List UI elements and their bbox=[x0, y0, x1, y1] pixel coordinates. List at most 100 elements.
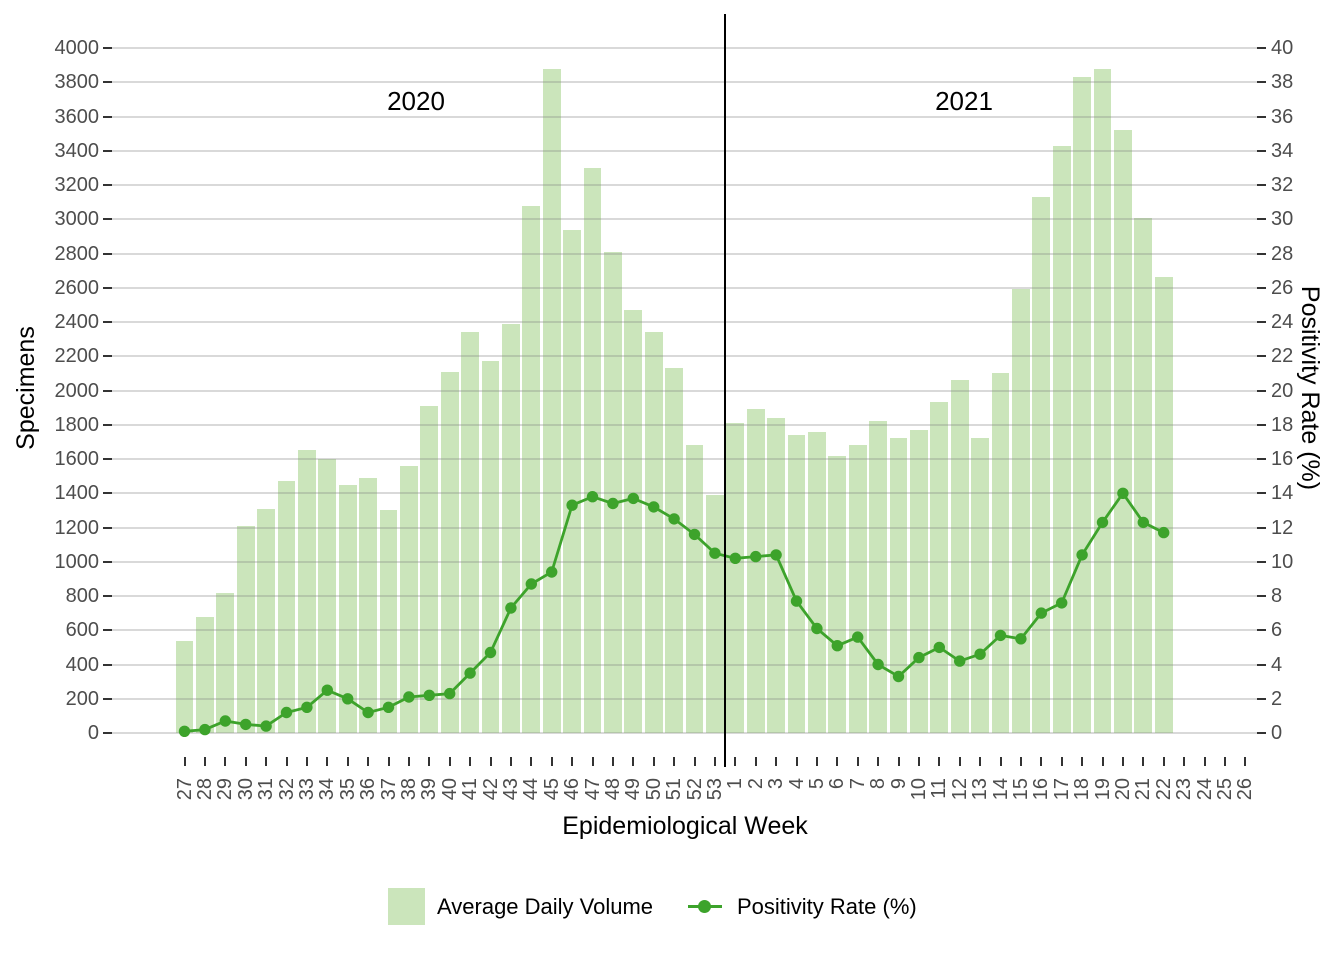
volume-bar bbox=[910, 429, 928, 733]
y-left-axis-title: Specimens bbox=[12, 326, 40, 450]
x-tick bbox=[346, 757, 349, 766]
y-right-tick bbox=[1257, 732, 1266, 734]
x-tick-label: 39 bbox=[418, 778, 441, 801]
x-tick-label: 4 bbox=[785, 778, 808, 790]
x-tick-label: 14 bbox=[989, 778, 1012, 801]
h-gridline bbox=[112, 595, 1257, 597]
x-tick-label: 20 bbox=[1111, 778, 1134, 801]
h-gridline bbox=[112, 697, 1257, 700]
x-tick bbox=[489, 757, 492, 766]
x-tick bbox=[1081, 757, 1084, 766]
y-left-tick bbox=[103, 629, 112, 632]
legend-label-volume: Average Daily Volume bbox=[437, 894, 654, 919]
y-right-tick-label: 38 bbox=[1271, 71, 1294, 94]
volume-bar bbox=[1052, 145, 1071, 733]
h-gridline bbox=[112, 732, 1257, 734]
y-left-tick bbox=[103, 697, 112, 700]
x-tick-label: 36 bbox=[357, 778, 380, 801]
x-tick bbox=[1203, 757, 1206, 766]
x-tick-label: 31 bbox=[255, 778, 278, 801]
x-tick bbox=[571, 757, 574, 766]
h-gridline bbox=[112, 149, 1257, 152]
x-tick-label: 23 bbox=[1173, 778, 1196, 801]
y-left-tick-label: 3400 bbox=[54, 139, 100, 162]
volume-bar bbox=[1093, 68, 1112, 733]
x-tick bbox=[611, 757, 614, 766]
year-annotation-2020: 2020 bbox=[387, 86, 445, 116]
y-left-tick bbox=[103, 732, 112, 734]
y-right-tick bbox=[1257, 560, 1266, 563]
volume-bar bbox=[175, 640, 194, 733]
y-left-tick bbox=[103, 560, 112, 563]
x-tick bbox=[509, 757, 512, 766]
x-tick bbox=[734, 757, 737, 766]
x-tick-label: 52 bbox=[683, 778, 706, 801]
x-tick bbox=[1121, 757, 1124, 766]
volume-bar bbox=[787, 435, 806, 733]
x-tick-label: 22 bbox=[1152, 778, 1175, 801]
y-left-tick-label: 1800 bbox=[54, 413, 100, 436]
volume-bar bbox=[767, 417, 785, 733]
y-right-tick-label: 10 bbox=[1271, 550, 1294, 573]
y-left-tick-label: 800 bbox=[65, 585, 99, 607]
y-left-tick bbox=[103, 286, 112, 289]
x-tick-label: 50 bbox=[642, 778, 665, 801]
y-right-tick-label: 14 bbox=[1271, 482, 1294, 505]
y-right-tick bbox=[1257, 184, 1266, 186]
x-tick bbox=[1040, 757, 1043, 766]
x-tick-label: 16 bbox=[1030, 778, 1053, 801]
x-tick-label: 7 bbox=[846, 778, 869, 790]
y-left-tick bbox=[103, 423, 112, 426]
y-right-tick bbox=[1257, 492, 1266, 495]
x-tick-label: 27 bbox=[173, 778, 196, 801]
y-left-tick-label: 2600 bbox=[54, 276, 100, 299]
y-right-tick bbox=[1257, 355, 1266, 358]
volume-bar bbox=[400, 465, 418, 733]
h-gridline bbox=[112, 81, 1257, 84]
x-tick bbox=[979, 757, 982, 766]
x-tick bbox=[958, 757, 961, 766]
h-gridline bbox=[112, 492, 1257, 495]
volume-bar bbox=[542, 68, 561, 733]
y-right-tick bbox=[1257, 697, 1266, 700]
x-tick-label: 10 bbox=[907, 778, 930, 801]
x-tick-label: 38 bbox=[397, 778, 420, 801]
y-right-tick-label: 8 bbox=[1271, 585, 1283, 607]
volume-bar bbox=[277, 481, 296, 733]
y-right-tick-label: 22 bbox=[1271, 345, 1294, 368]
x-tick-label: 46 bbox=[561, 778, 584, 801]
x-tick-label: 17 bbox=[1050, 778, 1073, 801]
volume-bar bbox=[1032, 196, 1051, 733]
y-left-tick-label: 4000 bbox=[54, 37, 100, 59]
x-tick-label: 24 bbox=[1193, 778, 1216, 801]
y-right-tick bbox=[1257, 663, 1266, 666]
x-tick bbox=[591, 757, 594, 766]
x-tick bbox=[407, 757, 410, 766]
y-left-tick-label: 1200 bbox=[54, 516, 100, 539]
x-tick bbox=[836, 757, 839, 766]
x-tick-label: 28 bbox=[193, 778, 216, 801]
x-tick bbox=[938, 757, 941, 766]
x-tick-label: 18 bbox=[1071, 778, 1094, 801]
x-tick bbox=[1223, 757, 1226, 766]
y-left-tick bbox=[103, 184, 112, 186]
x-tick bbox=[795, 757, 798, 766]
y-right-tick-label: 16 bbox=[1271, 448, 1294, 470]
y-left-tick bbox=[103, 47, 112, 49]
x-tick bbox=[469, 757, 472, 766]
y-right-tick-label: 12 bbox=[1271, 516, 1294, 539]
y-right-tick bbox=[1257, 47, 1266, 49]
volume-bar bbox=[563, 229, 581, 733]
volume-bar bbox=[624, 310, 643, 733]
x-tick-label: 25 bbox=[1213, 778, 1236, 801]
h-gridline bbox=[112, 115, 1257, 118]
x-tick bbox=[877, 757, 880, 766]
y-left-tick bbox=[103, 595, 112, 597]
x-tick-label: 9 bbox=[887, 778, 910, 790]
volume-bar bbox=[338, 484, 357, 733]
y-right-tick-label: 34 bbox=[1271, 139, 1294, 162]
x-tick-label: 1 bbox=[724, 778, 747, 790]
y-left-tick bbox=[103, 218, 112, 221]
x-tick-label: 53 bbox=[703, 778, 726, 801]
